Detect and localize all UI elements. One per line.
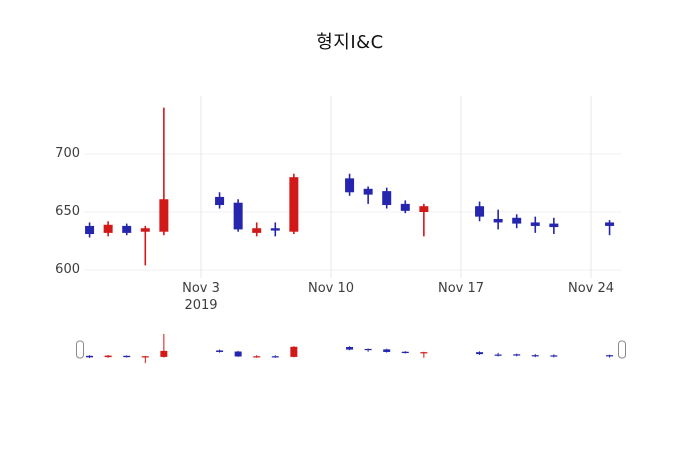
x-tick-nov24: Nov 24	[567, 281, 615, 296]
candle-body	[85, 225, 95, 235]
rangeslider-candle-body	[346, 347, 354, 350]
plot-area[interactable]	[84, 96, 622, 278]
rangeslider-candle-body	[513, 354, 521, 356]
rangeslider-candle-body	[141, 356, 149, 358]
rangeslider-candle-body	[160, 350, 168, 357]
candle-body	[400, 203, 410, 211]
candle-body	[530, 222, 540, 226]
candle-body	[475, 206, 485, 217]
candle-body	[289, 177, 299, 232]
rangeslider-candle-body	[271, 356, 279, 358]
rangeslider-candle-body	[290, 346, 298, 357]
candle-body	[122, 225, 132, 233]
candle-body	[159, 199, 169, 232]
candle-body	[252, 228, 262, 233]
rangeslider-right-handle[interactable]	[618, 340, 626, 359]
candle-body	[233, 202, 243, 230]
candle-body	[103, 224, 113, 233]
rangeslider-candle-body	[234, 351, 242, 357]
rangeslider-candle-body	[401, 351, 409, 354]
x-tick-nov10: Nov 10	[307, 281, 355, 296]
rangeslider-candle-body	[494, 354, 502, 356]
x-tick-nov17: Nov 17	[437, 281, 485, 296]
candle-body	[215, 196, 225, 206]
candle-body	[382, 191, 392, 206]
rangeslider-candle-body	[123, 355, 131, 358]
rangeslider-candle-body	[550, 355, 558, 357]
rangeslider-candle-body	[86, 355, 94, 358]
candle-body	[419, 206, 429, 212]
rangeslider-candle-body	[253, 356, 261, 358]
rangeslider-candle-body	[216, 350, 224, 352]
rangeslider-track[interactable]	[84, 332, 622, 370]
candle-body	[270, 228, 280, 231]
candle-body	[549, 223, 559, 228]
chart-title: 형지I&C	[316, 32, 384, 53]
candle-body	[493, 218, 503, 223]
y-tick-700: 700	[55, 146, 80, 161]
candle-body	[512, 217, 522, 224]
x-tick-nov3: Nov 3	[182, 281, 220, 296]
y-tick-650: 650	[55, 204, 80, 219]
rangeslider-candle-body	[104, 355, 112, 358]
x-tick-year: 2019	[184, 298, 218, 313]
candle-body	[363, 188, 373, 195]
candle-body	[345, 178, 355, 193]
candle-body	[140, 228, 150, 232]
rangeslider-candle-body	[383, 349, 391, 352]
rangeslider-left-handle[interactable]	[76, 340, 84, 359]
y-tick-600: 600	[55, 262, 80, 277]
rangeslider-candle-body	[606, 355, 614, 357]
candle-body	[605, 222, 615, 226]
rangeslider-candle-body	[531, 355, 539, 357]
rangeslider-candle-body	[364, 348, 372, 351]
rangeslider-candle-body	[476, 352, 484, 355]
rangeslider-candle-body	[420, 352, 428, 354]
